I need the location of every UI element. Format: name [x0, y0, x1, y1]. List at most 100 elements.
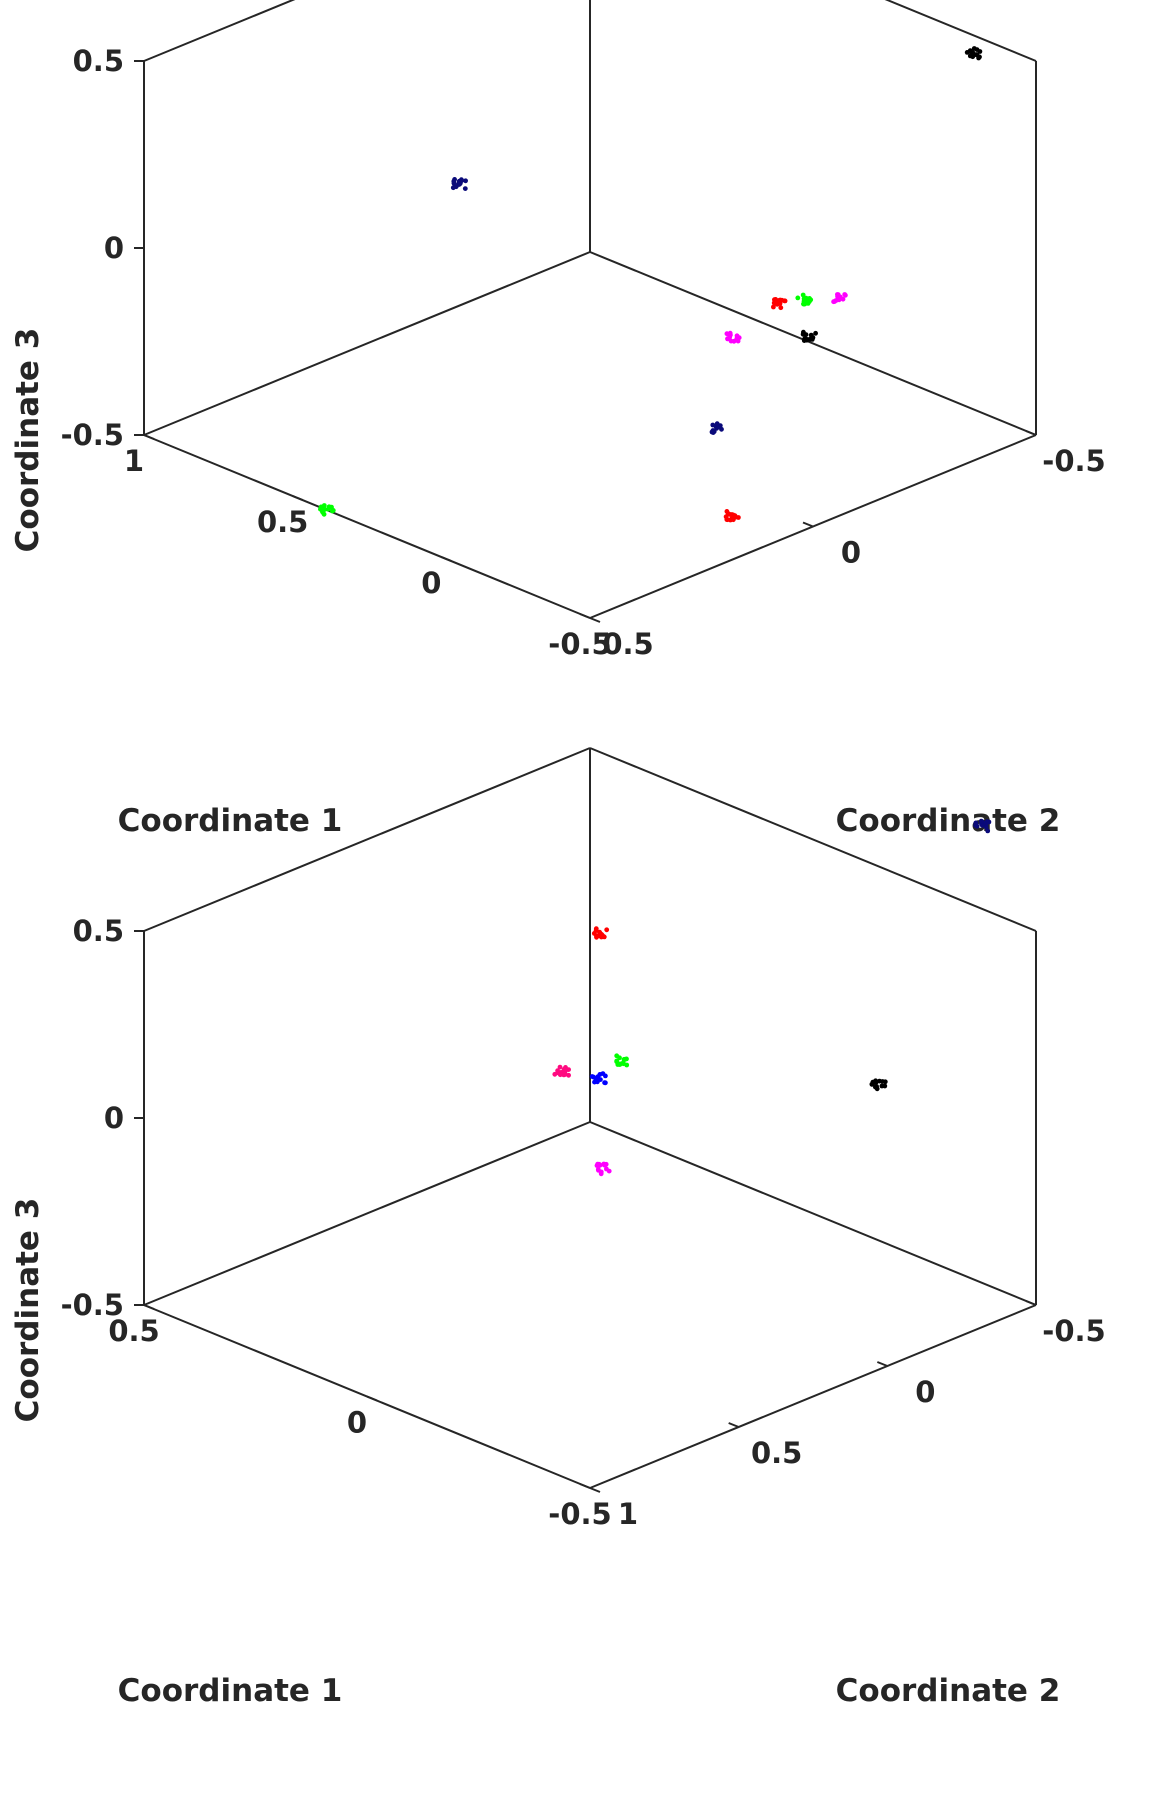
data-point: [803, 336, 809, 342]
data-point-cluster-magenta: [831, 292, 848, 305]
z-tick-label: -0.5: [61, 1288, 124, 1322]
x-axis-title: Coordinate 1: [118, 1673, 343, 1709]
data-point: [593, 926, 599, 932]
y-tick-mark: [876, 1361, 888, 1367]
data-point: [451, 180, 457, 186]
data-point: [983, 824, 989, 830]
data-point: [604, 927, 610, 933]
y-tick-mark: [579, 1483, 591, 1489]
top-left-edge: [143, 0, 296, 62]
data-point: [842, 292, 848, 297]
x-tick-label: 1: [124, 444, 144, 478]
data-point: [714, 421, 720, 427]
data-point: [462, 186, 468, 192]
data-point: [736, 515, 741, 520]
z-tick-label: -0.5: [61, 418, 124, 452]
data-point: [840, 296, 846, 302]
data-point: [591, 931, 597, 936]
data-point: [552, 1071, 558, 1077]
data-point-cluster-navy: [450, 177, 468, 192]
x-tick-label: 0.5: [108, 1314, 159, 1348]
data-point: [778, 305, 784, 311]
z-tick-label: 0.5: [73, 44, 124, 78]
x-tick-label: 0: [421, 566, 441, 600]
floor-back-left-edge: [143, 251, 591, 436]
data-point: [599, 932, 605, 938]
data-point: [985, 828, 991, 834]
z-axis-title: Coordinate 3: [10, 328, 46, 553]
data-point-cluster-green: [795, 292, 814, 307]
data-point-cluster-red: [723, 509, 741, 523]
x-tick-label: -0.5: [548, 1497, 611, 1531]
data-point: [725, 517, 730, 523]
y-tick-label: 0: [841, 536, 861, 570]
data-point: [835, 294, 840, 299]
x-tick-label: 0: [347, 1406, 367, 1440]
data-point: [329, 504, 334, 510]
data-point-cluster-red: [771, 297, 788, 311]
x-tick-mark: [366, 1395, 378, 1402]
data-point: [725, 336, 730, 342]
z-tick-label: 0: [104, 231, 124, 265]
y-tick-label: 1: [618, 1497, 638, 1531]
data-point: [561, 1072, 567, 1078]
x-tick-mark: [143, 1304, 155, 1310]
data-point: [557, 1064, 563, 1070]
x-tick-label: -0.5: [548, 627, 611, 661]
y-tick-mark: [728, 1422, 740, 1428]
data-point: [710, 422, 716, 428]
data-point: [589, 1074, 595, 1079]
data-point: [555, 1068, 560, 1074]
data-point: [873, 1078, 878, 1084]
data-point: [984, 819, 990, 824]
data-point: [322, 507, 328, 512]
y-tick-label: 0.5: [602, 627, 653, 661]
floor-back-left-edge: [143, 1121, 591, 1306]
z-tick-label: 0.5: [73, 914, 124, 948]
data-point-cluster-magenta: [594, 1161, 612, 1177]
data-point-cluster-green: [614, 1053, 630, 1068]
data-point: [813, 330, 818, 336]
bottom-3d-scatter-panel: 0.5 0 -0.5 -0.5 0 0.5 1 0.5 0 -0.5 Coordinate 1 Coo…: [10, 747, 1106, 1709]
data-point: [833, 298, 839, 303]
data-point: [979, 823, 985, 828]
data-point: [603, 1073, 608, 1079]
data-point: [801, 301, 806, 307]
y-tick-label: -0.5: [1042, 1314, 1105, 1348]
data-point-cluster-navy: [709, 421, 724, 435]
data-point-cluster-blue: [589, 1071, 608, 1086]
data-point: [614, 1059, 620, 1065]
data-point-cluster-pink: [552, 1064, 571, 1078]
data-point-cluster-black: [800, 329, 818, 343]
data-point: [974, 52, 980, 58]
top-right-edge: [589, 747, 1037, 932]
data-point: [562, 1068, 568, 1074]
data-point: [330, 508, 335, 514]
data-point: [602, 1080, 607, 1086]
data-point: [882, 1079, 888, 1085]
data-point: [877, 1078, 882, 1084]
data-point-cluster-red: [591, 926, 610, 940]
data-point: [801, 329, 806, 335]
data-point-cluster-black: [869, 1078, 888, 1092]
x-tick-mark: [589, 1487, 601, 1493]
y-tick-mark: [1025, 430, 1037, 436]
y-tick-mark: [1025, 1300, 1037, 1306]
x-tick-mark: [440, 556, 452, 562]
y-tick-label: 0.5: [751, 1436, 802, 1470]
x-axis-title: Coordinate 1: [118, 803, 343, 839]
y-axis-title: Coordinate 2: [836, 803, 1061, 839]
data-point: [874, 1084, 879, 1089]
data-point: [807, 299, 812, 304]
z-axis-title: Coordinate 3: [10, 1198, 46, 1423]
data-point: [967, 53, 973, 59]
x-tick-mark: [589, 617, 601, 623]
y-tick-label: 0: [915, 1375, 935, 1409]
data-point: [973, 820, 979, 826]
data-point: [736, 335, 742, 341]
x-tick-label: 0.5: [257, 505, 308, 539]
data-point: [728, 332, 733, 338]
data-point: [971, 46, 977, 51]
y-tick-label: -0.5: [1042, 444, 1105, 478]
